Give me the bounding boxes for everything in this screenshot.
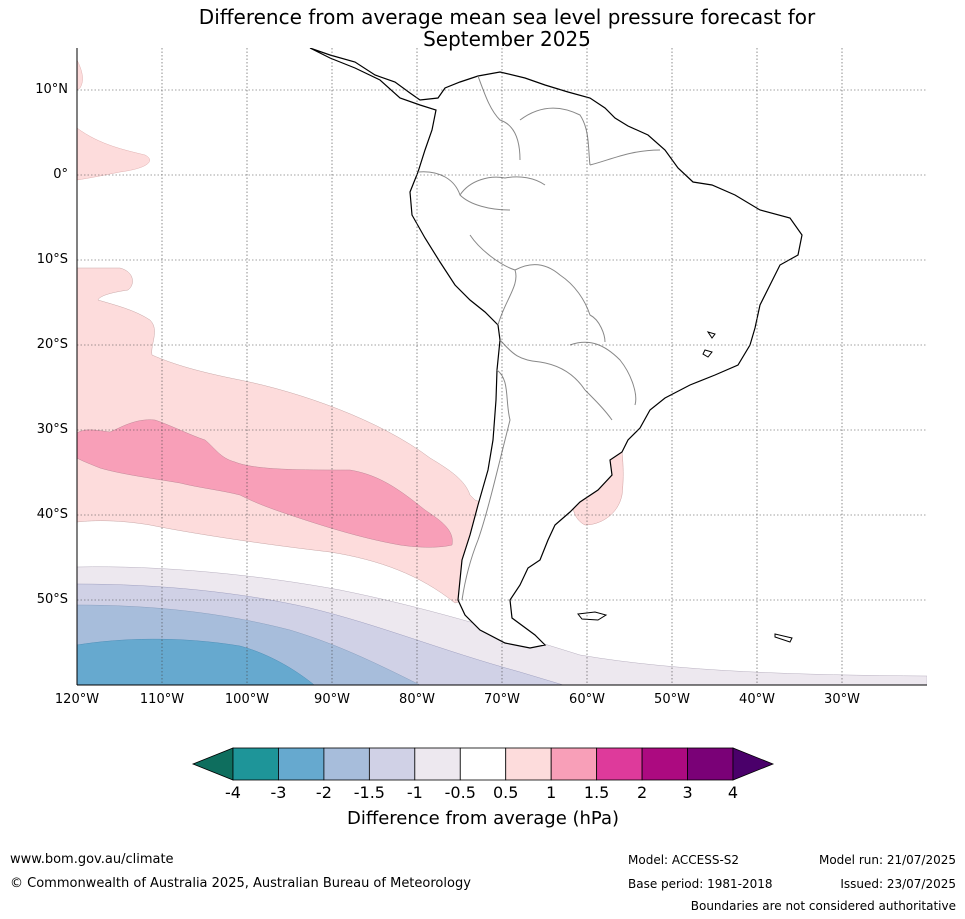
colorbar-title: Difference from average (hPa) [346,808,620,829]
lon-label: 50°W [654,692,690,707]
colorbar-swatch [596,747,643,781]
lat-label: 0° [53,167,68,182]
lat-label: 20°S [36,337,68,352]
lon-label: 40°W [739,692,775,707]
lon-label: 120°W [54,692,100,707]
issued-text: Issued: 23/07/2025 [840,877,956,891]
colorbar-tick-label: 3 [682,783,693,802]
lon-label: 90°W [314,692,350,707]
colorbar-tick-label: 4 [727,783,739,802]
map-title-line2: September 2025 [423,27,591,51]
lon-label: 100°W [224,692,270,707]
graticule [77,48,927,685]
islands [577,331,793,643]
colorbar-swatch [550,747,598,781]
country-borders [417,75,661,601]
axes-frame [76,48,927,686]
disclaimer-text: Boundaries are not considered authoritat… [690,899,956,913]
colorbar [191,747,775,781]
colorbar-tick-label: -1.5 [353,783,385,802]
model-text: Model: ACCESS-S2 [628,853,740,867]
lat-label: 10°N [35,82,68,97]
map-title-line1: Difference from average mean sea level p… [198,5,816,29]
colorbar-min-arrow [191,747,234,781]
lon-label: 80°W [399,692,435,707]
lon-label: 70°W [484,692,520,707]
colorbar-swatch [687,747,734,781]
lon-label: 60°W [569,692,605,707]
colorbar-tick-label: -1 [406,783,423,802]
anomaly-neg-2 [77,638,315,685]
colorbar-tick-label: -0.5 [444,783,476,802]
model-run-text: Model run: 21/07/2025 [818,853,956,867]
colorbar-tick-label: 2 [636,783,648,802]
colorbar-tick-label: 0.5 [492,783,519,802]
colorbar-swatch [278,747,325,781]
lon-label: 30°W [824,692,860,707]
lat-label: 50°S [36,592,68,607]
colorbar-tick-label: -4 [225,783,241,802]
lat-label: 10°S [36,252,68,267]
south-america-outline [309,48,803,649]
colorbar-swatch [641,747,688,781]
lat-label: 40°S [36,507,68,522]
colorbar-swatch [368,747,416,781]
colorbar-tick-label: -2 [315,783,332,802]
copyright-text: © Commonwealth of Australia 2025, Austra… [10,876,471,891]
lat-label: 30°S [36,422,68,437]
colorbar-tick-label: 1 [546,783,557,802]
colorbar-swatch [414,747,461,781]
lon-label: 110°W [139,692,185,707]
site-link[interactable]: www.bom.gov.au/climate [10,852,174,867]
anomaly-pos-1-band [77,419,453,548]
base-period-text: Base period: 1981-2018 [628,877,773,891]
colorbar-tick-label: 1.5 [583,783,610,802]
colorbar-swatch [505,747,552,781]
colorbar-swatch [323,747,370,781]
colorbar-swatch [459,747,507,781]
colorbar-swatch [232,747,279,781]
colorbar-max-arrow [732,747,775,781]
colorbar-tick-label: -3 [270,783,287,802]
anomaly-pos-0p5-north [77,59,150,181]
